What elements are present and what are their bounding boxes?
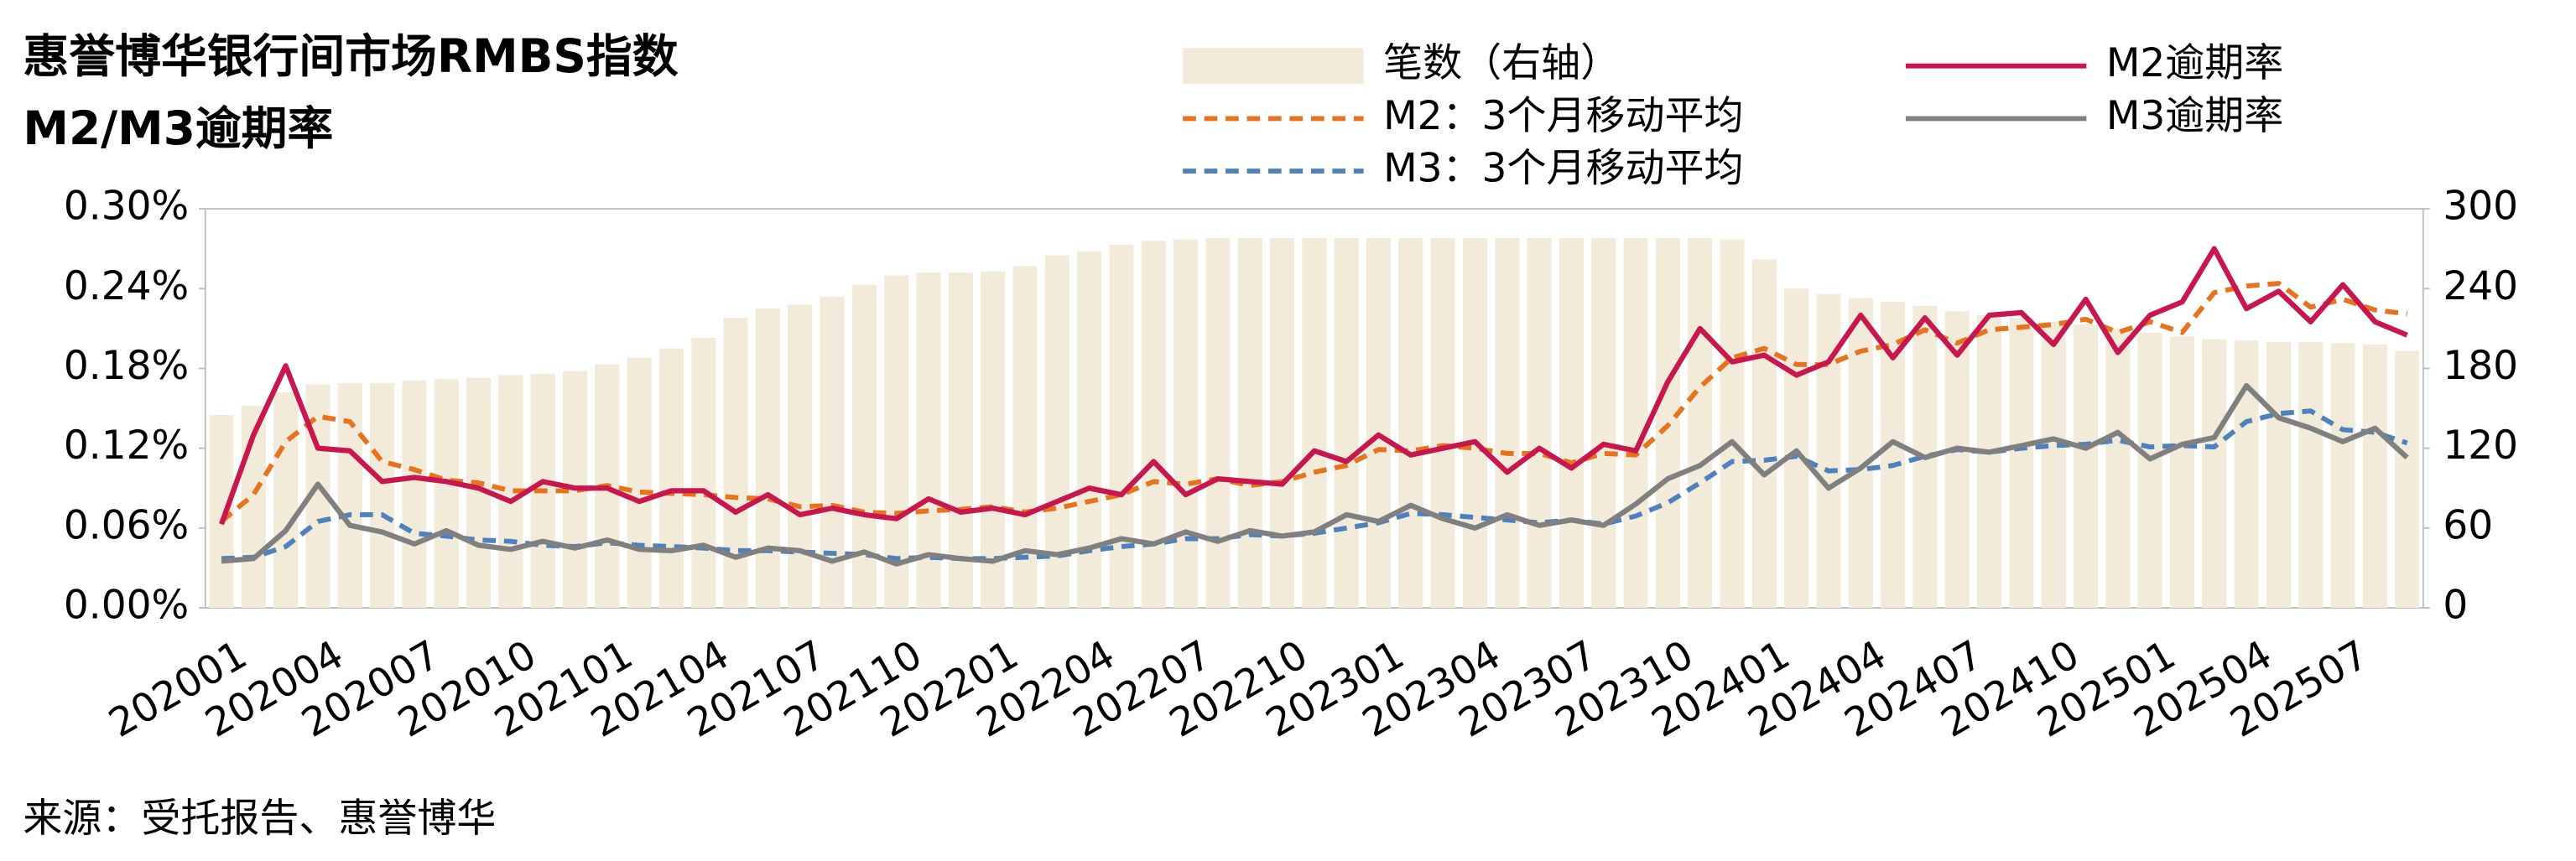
y2-tick-label: 120: [2443, 423, 2518, 469]
bar: [2169, 336, 2195, 609]
bar: [1751, 259, 1777, 609]
bar: [2041, 321, 2066, 609]
bar: [1623, 237, 1648, 609]
y-tick-label: 0.30%: [64, 184, 189, 230]
bar: [1109, 244, 1134, 609]
y2-tick-label: 180: [2443, 343, 2518, 389]
bar: [1141, 241, 1166, 609]
legend-label: 笔数（右轴）: [1383, 40, 1620, 86]
bar: [1237, 237, 1262, 609]
bar: [2298, 341, 2324, 609]
bar: [627, 357, 652, 609]
y-tick-label: 0.00%: [64, 583, 189, 629]
bar: [1816, 293, 1841, 609]
bar: [884, 275, 909, 609]
bar: [2330, 343, 2355, 609]
bar: [1559, 237, 1584, 609]
bar: [948, 272, 973, 609]
bar: [1527, 237, 1552, 609]
legend-label: M3逾期率: [2106, 93, 2283, 139]
bar: [1044, 255, 1069, 609]
bar: [2395, 350, 2420, 609]
y2-tick-label: 0: [2443, 583, 2468, 629]
bar: [658, 348, 684, 609]
bar: [1848, 298, 1873, 609]
bar: [2234, 340, 2259, 609]
y-tick-label: 0.24%: [64, 263, 189, 309]
y2-tick-label: 240: [2443, 263, 2518, 309]
y-tick-label: 0.12%: [64, 423, 189, 469]
chart-title: 惠誉博华银行间市场RMBS指数: [23, 29, 678, 83]
bar: [1944, 311, 1970, 609]
legend-label: M2：3个月移动平均: [1383, 93, 1743, 139]
bar: [1205, 237, 1231, 609]
y2-tick-label: 60: [2443, 502, 2493, 548]
bar: [273, 392, 299, 609]
bar: [1462, 237, 1487, 609]
bar: [691, 337, 716, 609]
bar: [981, 271, 1006, 609]
bar: [1269, 237, 1295, 609]
bar: [209, 414, 234, 609]
bar: [916, 272, 941, 609]
bar: [1334, 237, 1359, 609]
line: [219, 246, 2408, 526]
bar: [1591, 237, 1616, 609]
legend-swatch: [1183, 48, 1364, 85]
bar: [2202, 339, 2227, 609]
bar: [1976, 315, 2002, 609]
source: 来源：受托报告、惠誉博华: [23, 796, 496, 842]
bar: [434, 379, 459, 609]
bar: [402, 380, 427, 609]
chart-subtitle: M2/M3逾期率: [23, 101, 333, 155]
bar: [1366, 237, 1392, 609]
bar: [2362, 344, 2387, 609]
bar: [788, 304, 813, 609]
bar: [1398, 237, 1423, 609]
y-tick-label: 0.06%: [64, 502, 189, 548]
bar: [851, 284, 877, 609]
bar: [2266, 341, 2291, 609]
legend-label: M3：3个月移动平均: [1383, 146, 1743, 192]
bar: [1173, 239, 1199, 609]
bar: [2009, 318, 2034, 609]
line: [221, 382, 2409, 567]
bar: [2105, 328, 2131, 609]
bar: [1430, 237, 1455, 609]
bar: [723, 318, 748, 609]
bar: [2073, 324, 2099, 609]
bar: [1784, 288, 1809, 609]
bar: [370, 382, 395, 609]
bar: [1688, 237, 1713, 609]
y2-tick-label: 300: [2443, 184, 2518, 230]
bar: [1495, 237, 1520, 609]
bar: [2137, 332, 2162, 609]
y-tick-label: 0.18%: [64, 343, 189, 389]
bar: [755, 309, 780, 609]
bar: [337, 382, 362, 609]
bar: [1881, 302, 1906, 609]
bar: [1302, 237, 1327, 609]
legend-label: M2逾期率: [2106, 40, 2283, 86]
bar: [1720, 239, 1745, 609]
